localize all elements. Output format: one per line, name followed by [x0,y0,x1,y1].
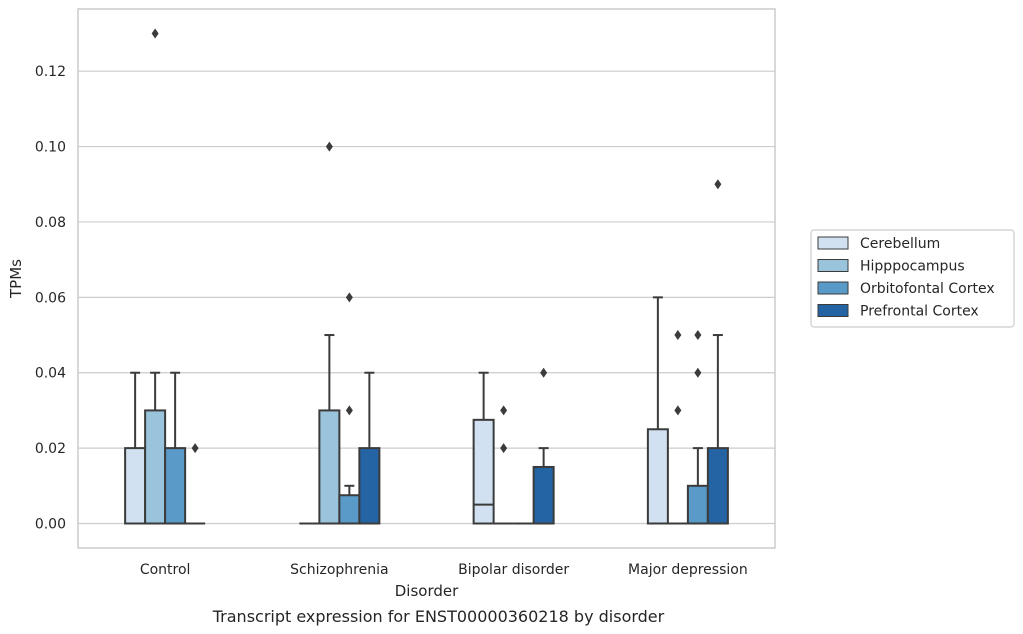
outlier-point [694,367,702,378]
box-body [472,418,495,525]
box-body [144,409,167,525]
box-body [358,447,381,525]
outlier-point [500,443,508,454]
box-prefrontal-cortex [185,443,206,525]
box-body [646,428,669,525]
outlier-point [674,330,682,341]
legend-label: Prefrontal Cortex [860,304,979,320]
x-axis-ticks: Control Schizophrenia Bipolar disorder Majo… [140,562,748,578]
legend-label: Hipppocampus [860,259,965,275]
legend: Cerebellum Hipppocampus Orbitofontal Corte… [810,229,1015,328]
x-tick-label: Schizophrenia [290,562,388,578]
y-tick-label: 0.08 [35,215,66,231]
legend-label: Cerebellum [860,236,940,252]
outlier-point [540,367,548,378]
legend-item: Prefrontal Cortex [817,304,979,320]
legend-swatch [817,259,849,272]
y-tick-label: 0.06 [35,290,66,306]
box-prefrontal-cortex [358,371,381,525]
legend-frame [810,229,1015,328]
legend-label: Orbitofontal Cortex [860,281,995,297]
y-tick-label: 0.12 [35,64,66,80]
box-body [338,494,361,525]
box-cerebellum [646,296,669,525]
x-tick-label: Control [140,562,191,578]
outlier-point [151,28,159,39]
box-hipppocampus [667,330,688,525]
outlier-point [325,141,333,152]
y-tick-label: 0.00 [35,517,66,533]
x-axis-label: Disorder [395,582,459,600]
chart-caption: Transcript expression for ENST0000036021… [212,607,665,626]
y-tick-label: 0.10 [35,140,66,156]
box-orbitofontal-cortex [164,371,187,525]
legend-item: Hipppocampus [817,259,965,275]
outlier-point [191,443,199,454]
box-body [318,409,341,525]
legend-swatch [817,304,849,317]
outlier-point [714,179,722,190]
outlier-point [345,292,353,303]
box-body [124,447,147,525]
box-body [686,484,709,525]
outlier-point [345,405,353,416]
x-tick-label: Bipolar disorder [458,562,569,578]
box-hipppocampus [318,141,341,525]
y-tick-label: 0.04 [35,366,66,382]
box-cerebellum [124,371,147,525]
legend-item: Cerebellum [817,236,940,252]
box-orbitofontal-cortex [686,330,709,525]
x-tick-label: Major depression [628,562,748,578]
legend-swatch [817,236,849,250]
outlier-point [500,405,508,416]
box-prefrontal-cortex [532,367,555,525]
plot-area-frame [77,8,776,549]
outlier-point [674,405,682,416]
box-body [164,447,187,525]
box-hipppocampus [144,28,167,525]
boxes [124,28,729,525]
box-prefrontal-cortex [706,179,729,525]
y-axis-label: TPMs [7,259,25,299]
box-orbitofontal-cortex [338,292,361,525]
box-cerebellum [472,371,495,525]
outlier-point [694,330,702,341]
legend-item: Orbitofontal Cortex [817,281,995,297]
legend-swatch [817,281,849,295]
box-body [706,447,729,525]
y-tick-label: 0.02 [35,441,66,457]
box-hipppocampus [493,405,514,525]
y-axis-ticks: 0.00 0.02 0.04 0.06 0.08 0.10 0.12 [35,64,66,532]
box-body [532,465,555,525]
